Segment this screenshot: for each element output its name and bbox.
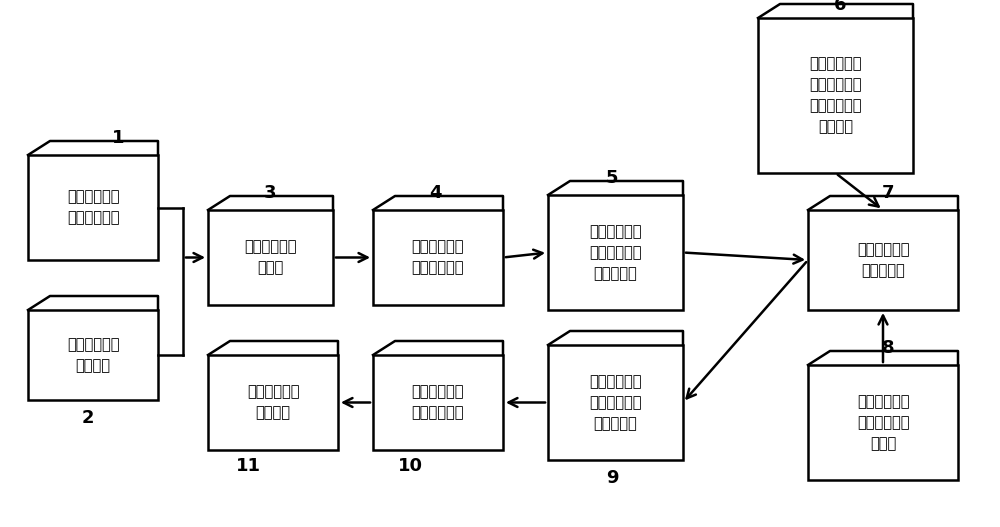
Text: 有序充放电控
制中心通信数
据接收模块: 有序充放电控 制中心通信数 据接收模块	[589, 224, 642, 281]
Text: 有序充放电策
略计算模块: 有序充放电策 略计算模块	[857, 242, 909, 278]
Text: 10: 10	[398, 457, 422, 475]
Bar	[808, 210, 958, 310]
Text: 11: 11	[236, 457, 260, 475]
Bar	[208, 355, 338, 450]
Text: 6: 6	[834, 0, 846, 14]
Text: 充放电桩客户
端程序: 充放电桩客户 端程序	[244, 239, 297, 276]
Bar	[548, 195, 683, 310]
Text: 有序充放电控
制中心通信指
令下发模块: 有序充放电控 制中心通信指 令下发模块	[589, 374, 642, 431]
Text: 车辆电池信息
输入模块: 车辆电池信息 输入模块	[67, 337, 119, 373]
Text: 有序充放电控
制中心参数设
置模块: 有序充放电控 制中心参数设 置模块	[857, 394, 909, 451]
Bar	[758, 18, 913, 173]
Text: 客户充电需求
信息输入模块: 客户充电需求 信息输入模块	[67, 190, 119, 226]
Bar	[548, 345, 683, 460]
Bar	[808, 365, 958, 480]
Text: 4: 4	[429, 184, 441, 202]
Text: 1: 1	[112, 129, 124, 147]
Text: 5: 5	[606, 169, 618, 187]
Text: 当日充电和放
电负荷裕度及
当日电价信息
输入模块: 当日充电和放 电负荷裕度及 当日电价信息 输入模块	[809, 56, 862, 134]
Text: 9: 9	[606, 469, 618, 487]
Bar	[28, 155, 158, 260]
Text: 7: 7	[882, 184, 894, 202]
Bar	[373, 210, 503, 305]
Text: 充放电桩通信
指令接收模块: 充放电桩通信 指令接收模块	[412, 385, 464, 421]
Text: 充放电桩功率
调节模块: 充放电桩功率 调节模块	[247, 385, 299, 421]
Bar	[208, 210, 333, 305]
Text: 充放电桩通信
数据上传模块: 充放电桩通信 数据上传模块	[412, 239, 464, 276]
Bar	[28, 310, 158, 400]
Bar	[373, 355, 503, 450]
Text: 8: 8	[882, 339, 894, 357]
Text: 3: 3	[264, 184, 276, 202]
Text: 2: 2	[82, 409, 94, 427]
